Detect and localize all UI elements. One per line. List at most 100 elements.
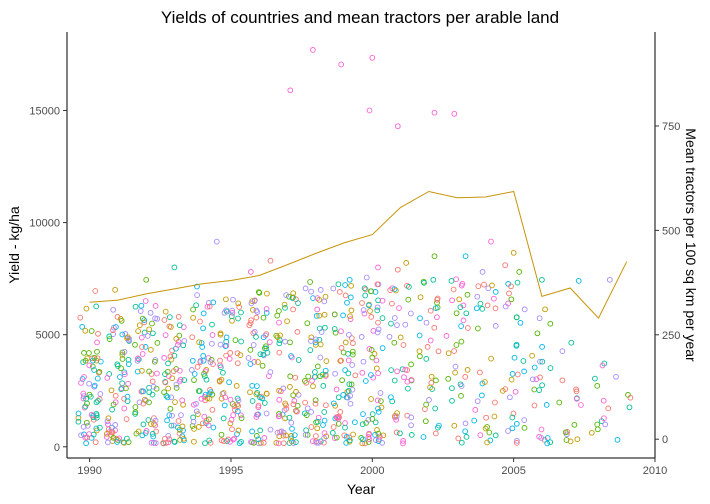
scatter-point [112,422,119,428]
scatter-point [388,367,395,373]
scatter-point [235,315,241,322]
scatter-point [573,386,579,393]
scatter-point [125,356,132,363]
scatter-point [196,388,203,394]
scatter-point [320,383,327,389]
scatter-point [408,414,415,421]
scatter-point [378,398,384,404]
scatter-point [374,304,381,311]
scatter-point [308,424,315,430]
scatter-point [314,418,321,425]
scatter-point [594,426,601,433]
scatter-point [247,269,254,275]
scatter-point [146,399,152,406]
scatter-point [408,361,414,368]
scatter-point [443,333,450,339]
scatter-point [320,422,326,428]
scatter-point [181,377,188,383]
scatter-point [372,432,378,438]
scatter-point [165,360,171,367]
scatter-point [206,303,213,310]
scatter-point [93,427,100,434]
scatter-point [348,307,355,314]
scatter-point [307,347,314,353]
scatter-point [197,318,203,325]
x-tick-label: 2005 [501,465,525,477]
scatter-point [331,311,338,318]
scatter-point [86,391,93,398]
scatter-point [340,392,347,398]
scatter-point [458,383,465,389]
scatter-point [251,328,258,335]
scatter-point [372,419,379,426]
scatter-point [529,352,535,359]
scatter-point [144,333,151,339]
scatter-point [190,306,196,313]
scatter-point [451,110,458,117]
scatter-point [492,399,498,406]
scatter-point [392,413,398,419]
scatter-point [408,422,414,429]
scatter-point [336,414,342,421]
scatter-point [82,327,89,334]
scatter-point [223,352,229,359]
scatter-point [405,385,411,392]
scatter-point [206,437,213,444]
scatter-point [218,395,225,402]
scatter-point [161,389,167,396]
scatter-point [402,321,409,328]
scatter-point [284,318,290,325]
scatter-point [249,298,256,304]
scatter-point [275,413,282,420]
scatter-point [276,349,283,356]
scatter-point [197,358,204,364]
scatter-point [460,317,467,324]
scatter-point [251,298,258,304]
scatter-point [267,257,274,264]
scatter-point [255,436,262,443]
scatter-point [135,328,141,334]
scatter-point [143,428,150,434]
scatter-point [533,376,540,383]
scatter-point [347,313,353,320]
scatter-point [167,405,174,412]
scatter-point [434,314,440,321]
scatter-point [345,388,352,394]
scatter-point [372,437,379,443]
scatter-point [166,314,173,320]
scatter-point [375,319,381,326]
scatter-point [281,301,288,308]
scatter-point [339,377,345,384]
scatter-point [149,431,156,437]
scatter-point [536,387,543,393]
scatter-point [249,382,256,389]
scatter-point [198,340,205,346]
scatter-point [92,288,99,294]
scatter-point [245,355,252,361]
scatter-point [452,369,458,376]
scatter-point [575,278,582,284]
scatter-point [266,339,273,345]
scatter-point [547,365,554,371]
scatter-point [220,415,227,422]
scatter-point [110,306,117,313]
scatter-point [168,324,174,330]
scatter-point [210,299,217,306]
scatter-point [164,394,171,401]
x-tick-label: 1990 [77,465,101,477]
scatter-point [394,123,401,130]
scatter-point [275,440,282,447]
scatter-point [139,344,145,350]
scatter-point [103,434,110,440]
scatter-point [509,371,516,377]
scatter-point [287,373,294,380]
scatter-point [346,276,353,283]
scatter-point [203,417,210,424]
scatter-point [108,387,115,394]
scatter-point [170,368,177,374]
scatter-point [479,392,485,399]
scatter-point [194,283,200,290]
scatter-point [338,345,345,351]
scatter-point [263,310,270,316]
scatter-point [335,394,342,401]
